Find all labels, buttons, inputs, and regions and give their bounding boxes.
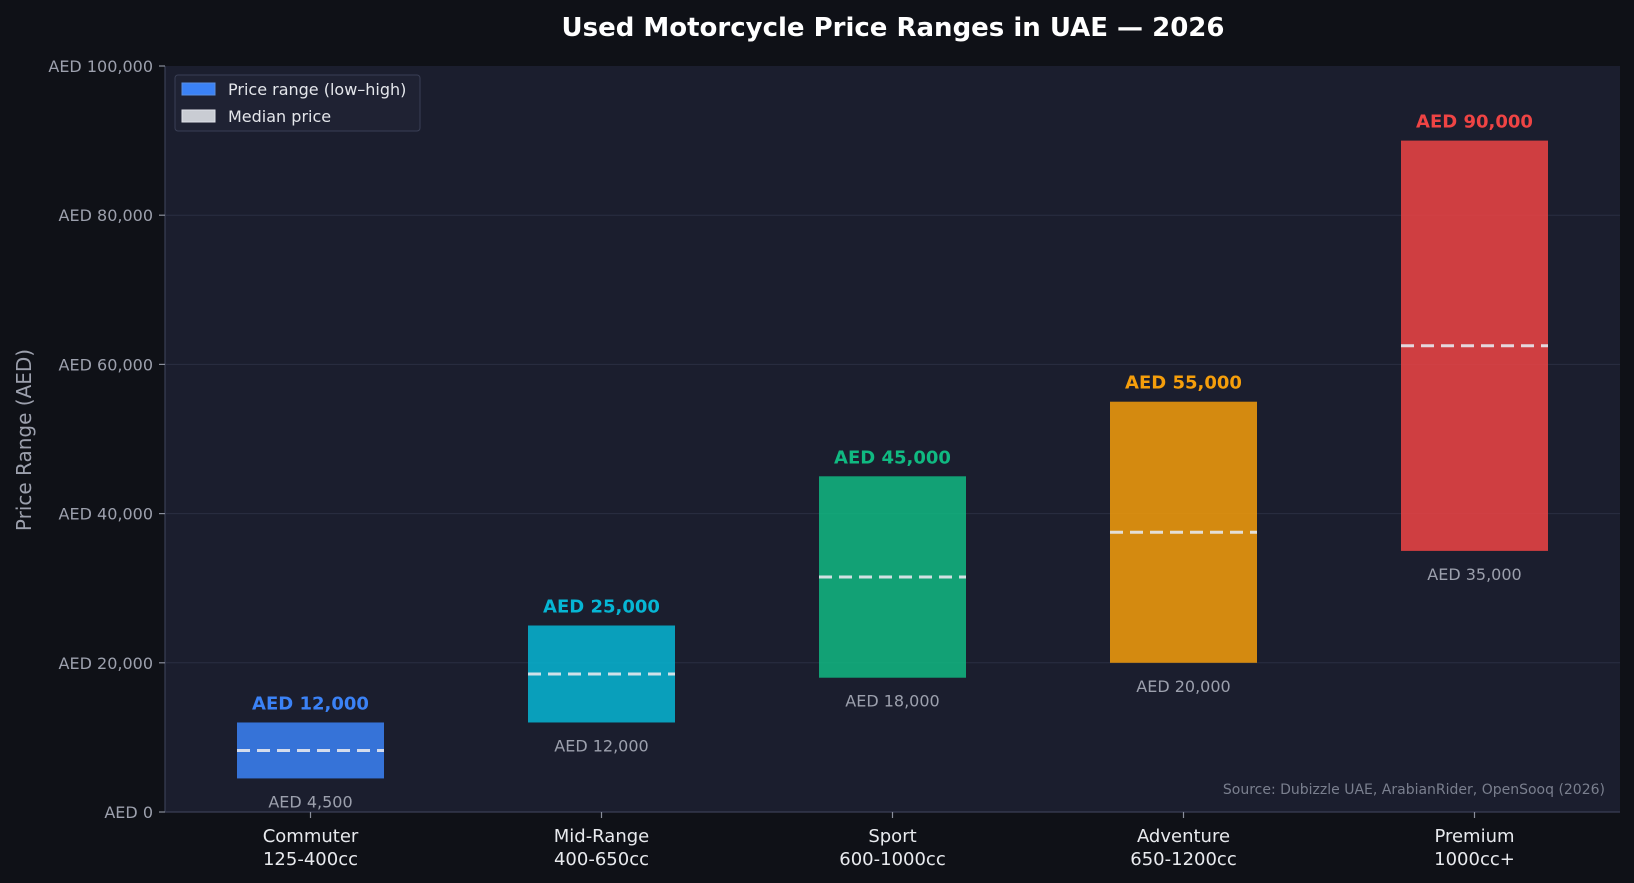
low-value-label: AED 4,500: [268, 792, 352, 811]
y-tick-label: AED 80,000: [59, 206, 153, 225]
low-value-label: AED 18,000: [845, 692, 939, 711]
x-tick-label-cc: 125-400cc: [263, 849, 358, 870]
high-value-label: AED 45,000: [834, 447, 951, 468]
low-value-label: AED 35,000: [1427, 565, 1521, 584]
x-tick-label-name: Commuter: [263, 826, 359, 847]
x-tick-label-cc: 1000cc+: [1434, 849, 1515, 870]
x-tick-label-name: Sport: [868, 826, 916, 847]
legend: Price range (low–high) Median price: [174, 74, 421, 132]
source-note: Source: Dubizzle UAE, ArabianRider, Open…: [1223, 782, 1605, 798]
range-bars: [237, 140, 1548, 779]
x-tick-label-cc: 400-650cc: [554, 849, 649, 870]
legend-label-price-range: Price range (low–high): [228, 80, 406, 99]
y-tick-label: AED 40,000: [59, 505, 153, 524]
legend-box: [174, 74, 421, 132]
x-tick-label-cc: 650-1200cc: [1130, 849, 1236, 870]
y-tick-label: AED 0: [104, 803, 153, 822]
chart-title: Used Motorcycle Price Ranges in UAE — 20…: [562, 13, 1225, 43]
x-tick-label-name: Adventure: [1137, 826, 1230, 847]
y-tick-labels: AED 0 AED 20,000 AED 40,000 AED 60,000 AED 8…: [48, 57, 165, 822]
plot-area: [165, 66, 1620, 812]
high-value-label: AED 90,000: [1416, 112, 1533, 133]
legend-swatch-price-range: [181, 82, 216, 96]
y-tick-label: AED 60,000: [59, 355, 153, 374]
high-value-label: AED 12,000: [252, 693, 369, 714]
low-value-label: AED 12,000: [554, 736, 648, 755]
y-tick-label: AED 20,000: [59, 654, 153, 673]
data-labels: AED 12,000 AED 4,500 AED 25,000 AED 12,000 A…: [252, 112, 1533, 812]
legend-swatch-median: [181, 109, 216, 123]
x-tick-label-cc: 600-1000cc: [839, 849, 945, 870]
y-tick-label: AED 100,000: [48, 57, 153, 76]
high-value-label: AED 55,000: [1125, 373, 1242, 394]
x-tick-label-name: Premium: [1434, 826, 1514, 847]
legend-label-median: Median price: [228, 107, 331, 126]
x-tick-label-name: Mid-Range: [554, 826, 650, 847]
high-value-label: AED 25,000: [543, 597, 660, 618]
y-axis-label: Price Range (AED): [12, 349, 36, 531]
low-value-label: AED 20,000: [1136, 677, 1230, 696]
